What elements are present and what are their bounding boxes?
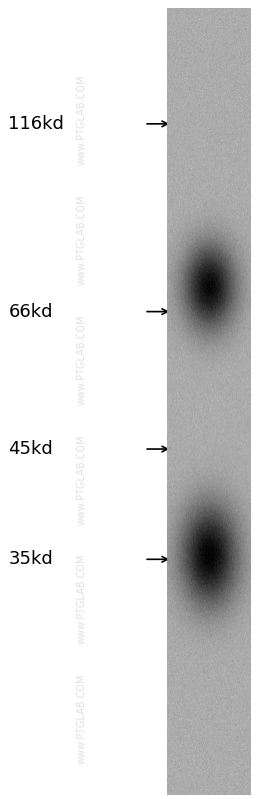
Text: www.PTGLAB.COM: www.PTGLAB.COM	[76, 74, 86, 165]
Text: 35kd: 35kd	[8, 551, 53, 568]
Text: 45kd: 45kd	[8, 440, 53, 458]
Text: www.PTGLAB.COM: www.PTGLAB.COM	[76, 434, 86, 525]
Text: www.PTGLAB.COM: www.PTGLAB.COM	[76, 314, 86, 405]
Text: 66kd: 66kd	[8, 303, 53, 320]
Text: 116kd: 116kd	[8, 115, 64, 133]
Text: www.PTGLAB.COM: www.PTGLAB.COM	[76, 194, 86, 285]
Text: www.PTGLAB.COM: www.PTGLAB.COM	[76, 674, 86, 765]
Text: www.PTGLAB.COM: www.PTGLAB.COM	[76, 554, 86, 645]
